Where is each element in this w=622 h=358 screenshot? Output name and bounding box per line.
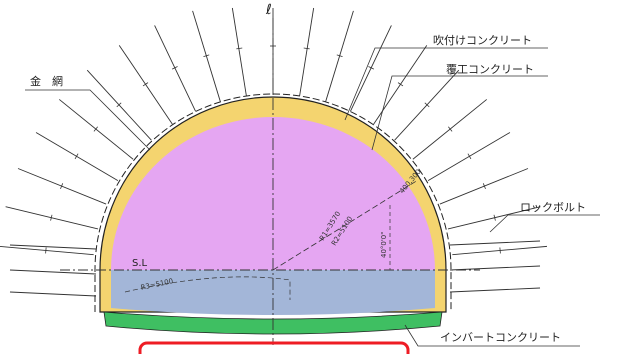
rock-bolt bbox=[0, 246, 94, 256]
rock-bolt-tick bbox=[93, 126, 99, 132]
rock-bolt bbox=[118, 45, 173, 125]
lining-leader bbox=[371, 75, 548, 151]
rock-bolt-tick bbox=[336, 54, 343, 58]
rock-bolt bbox=[449, 240, 541, 246]
rock-bolt bbox=[59, 99, 134, 160]
rock-bolt bbox=[412, 99, 487, 160]
invert-leader bbox=[404, 324, 580, 347]
rock-bolt-tick bbox=[447, 126, 453, 132]
rock-bolt-tick bbox=[397, 82, 404, 87]
rock-bolt-tick bbox=[142, 82, 149, 87]
rock-bolt bbox=[452, 245, 547, 256]
rock-bolt-tick bbox=[424, 102, 430, 108]
rock-bolt-tick bbox=[499, 247, 501, 254]
rock-bolt-tick bbox=[467, 153, 472, 160]
rock-bolt bbox=[325, 10, 354, 102]
rock-bolt bbox=[192, 10, 221, 102]
centerline-symbol: ℓ bbox=[266, 2, 272, 18]
shotcrete-leader bbox=[344, 47, 548, 121]
rock-bolt-lines bbox=[0, 7, 547, 297]
invert-radius-arc bbox=[124, 276, 291, 300]
rock-bolt bbox=[439, 168, 529, 205]
rock-bolt bbox=[35, 132, 119, 182]
lower-excavation-area bbox=[111, 270, 435, 315]
rock-bolt bbox=[447, 206, 541, 230]
rock-bolt bbox=[373, 45, 428, 125]
rock-bolt bbox=[449, 265, 541, 271]
angle-label: 40°0'0" bbox=[380, 231, 388, 258]
rock-bolt-tick bbox=[50, 214, 53, 221]
rock-bolt bbox=[350, 25, 392, 112]
rock-bolt-tick bbox=[236, 47, 243, 50]
rock-bolt bbox=[9, 269, 97, 275]
rock-bolt-tick bbox=[116, 102, 122, 108]
rock-bolt bbox=[5, 206, 99, 230]
rock-bolt bbox=[299, 7, 315, 97]
rock-bolt-tick bbox=[493, 214, 496, 221]
rock-bolt bbox=[231, 7, 247, 97]
rock-bolt-tick bbox=[171, 66, 178, 70]
rock-bolt bbox=[17, 168, 107, 205]
highlight-box bbox=[138, 341, 410, 358]
rock-bolt-tick bbox=[303, 47, 310, 50]
wire-mesh-leader bbox=[25, 89, 151, 151]
lining-concrete-label: 覆工コンクリート bbox=[446, 63, 534, 76]
radius-line bbox=[272, 179, 419, 271]
shotcrete-label: 吹付けコンクリート bbox=[433, 34, 532, 47]
rock-bolt bbox=[394, 69, 460, 141]
rock-bolt bbox=[9, 244, 97, 250]
spring-line-label: S.L bbox=[132, 258, 148, 269]
rock-bolt bbox=[427, 132, 511, 182]
shotcrete-boundary bbox=[94, 93, 452, 312]
rock-bolt-tick bbox=[203, 54, 210, 58]
wire-mesh-label: 金 網 bbox=[30, 75, 63, 88]
rock-bolt bbox=[154, 25, 196, 112]
rock-bolt bbox=[86, 69, 152, 141]
rock-bolt-tick bbox=[74, 153, 79, 160]
rock-bolt-tick bbox=[60, 183, 64, 190]
rock-bolt-label: ロックボルト bbox=[520, 201, 586, 214]
rock-bolt-tick bbox=[368, 66, 375, 70]
rock-bolt-leader bbox=[489, 214, 600, 233]
rock-bolt-tick bbox=[482, 183, 486, 190]
invert-concrete-label: インバートコンクリート bbox=[440, 331, 561, 344]
rock-bolt-tick bbox=[45, 247, 47, 254]
rock-bolt bbox=[9, 291, 97, 297]
rock-bolt bbox=[449, 287, 541, 293]
